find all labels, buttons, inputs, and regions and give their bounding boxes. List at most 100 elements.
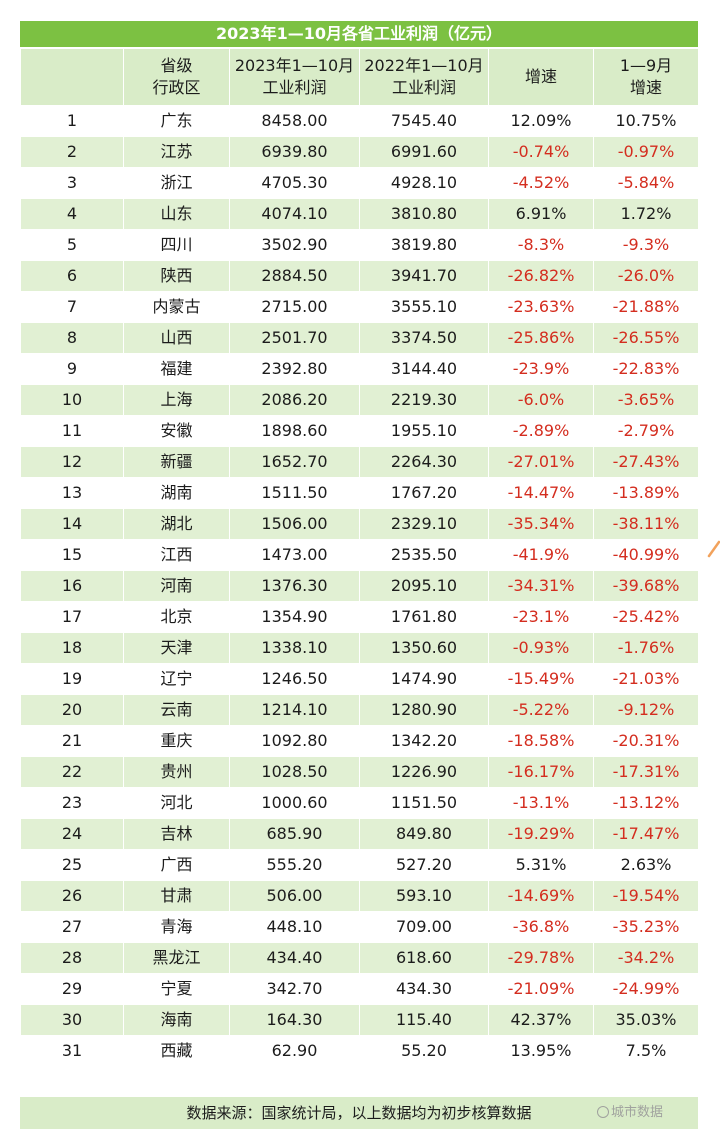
table-row: 15 江西 1473.00 2535.50 -41.9% -40.99% (20, 539, 699, 571)
cell-growth: -34.31% (488, 570, 594, 602)
cell-rank: 11 (20, 415, 124, 447)
cell-growth-jan-sep: -0.97% (593, 136, 699, 168)
cell-profit-2022: 2095.10 (359, 570, 489, 602)
cell-province: 浙江 (123, 167, 230, 199)
table-row: 14 湖北 1506.00 2329.10 -35.34% -38.11% (20, 508, 699, 540)
cell-profit-2022: 1350.60 (359, 632, 489, 664)
cell-province: 内蒙古 (123, 291, 230, 323)
header-profit-2022: 2022年1—10月 工业利润 (359, 48, 489, 106)
cell-rank: 19 (20, 663, 124, 695)
cell-profit-2023: 1898.60 (229, 415, 360, 447)
cell-rank: 22 (20, 756, 124, 788)
cell-province: 福建 (123, 353, 230, 385)
cell-growth-jan-sep: -21.03% (593, 663, 699, 695)
cell-growth: -25.86% (488, 322, 594, 354)
cell-profit-2023: 1473.00 (229, 539, 360, 571)
cell-province: 青海 (123, 911, 230, 943)
cell-profit-2022: 1767.20 (359, 477, 489, 509)
table-row: 8 山西 2501.70 3374.50 -25.86% -26.55% (20, 322, 699, 354)
cell-growth: -41.9% (488, 539, 594, 571)
cell-profit-2022: 3941.70 (359, 260, 489, 292)
cell-profit-2022: 434.30 (359, 973, 489, 1005)
cell-profit-2023: 1354.90 (229, 601, 360, 633)
cell-growth: -14.47% (488, 477, 594, 509)
cell-growth-jan-sep: 10.75% (593, 105, 699, 137)
cell-province: 江苏 (123, 136, 230, 168)
cell-province: 甘肃 (123, 880, 230, 912)
header-profit-2023: 2023年1—10月 工业利润 (229, 48, 360, 106)
cell-profit-2023: 2715.00 (229, 291, 360, 323)
header-growth: 增速 (488, 48, 594, 106)
cell-rank: 16 (20, 570, 124, 602)
cell-growth-jan-sep: -13.12% (593, 787, 699, 819)
header-row: 省级 行政区 2023年1—10月 工业利润 2022年1—10月 工业利润 增… (20, 48, 699, 106)
watermark-logo-icon (597, 1106, 609, 1118)
cell-profit-2022: 527.20 (359, 849, 489, 881)
cell-profit-2023: 1511.50 (229, 477, 360, 509)
cell-rank: 23 (20, 787, 124, 819)
cell-profit-2023: 1506.00 (229, 508, 360, 540)
cell-rank: 26 (20, 880, 124, 912)
table-row: 18 天津 1338.10 1350.60 -0.93% -1.76% (20, 632, 699, 664)
cell-growth: -4.52% (488, 167, 594, 199)
cell-rank: 4 (20, 198, 124, 230)
watermark-text: 城市数据 (611, 1105, 664, 1120)
cell-growth: -23.63% (488, 291, 594, 323)
table-row: 30 海南 164.30 115.40 42.37% 35.03% (20, 1004, 699, 1036)
data-source-note: 数据来源：国家统计局，以上数据均为初步核算数据 (20, 1097, 698, 1129)
table-row: 4 山东 4074.10 3810.80 6.91% 1.72% (20, 198, 699, 230)
cell-profit-2023: 2086.20 (229, 384, 360, 416)
cell-growth-jan-sep: -22.83% (593, 353, 699, 385)
cell-growth-jan-sep: -3.65% (593, 384, 699, 416)
cell-growth-jan-sep: -13.89% (593, 477, 699, 509)
table-row: 24 吉林 685.90 849.80 -19.29% -17.47% (20, 818, 699, 850)
cell-profit-2022: 709.00 (359, 911, 489, 943)
cell-growth: 13.95% (488, 1035, 594, 1067)
cell-profit-2022: 593.10 (359, 880, 489, 912)
cell-rank: 24 (20, 818, 124, 850)
cell-growth-jan-sep: -17.31% (593, 756, 699, 788)
cell-growth: -13.1% (488, 787, 594, 819)
cell-rank: 3 (20, 167, 124, 199)
cell-growth: 42.37% (488, 1004, 594, 1036)
cell-growth-jan-sep: -19.54% (593, 880, 699, 912)
cell-province: 山东 (123, 198, 230, 230)
cell-growth-jan-sep: -24.99% (593, 973, 699, 1005)
cell-growth-jan-sep: -34.2% (593, 942, 699, 974)
cell-rank: 13 (20, 477, 124, 509)
cell-rank: 31 (20, 1035, 124, 1067)
cell-province: 河南 (123, 570, 230, 602)
header-growth-jan-sep: 1—9月 增速 (593, 48, 699, 106)
table-row: 19 辽宁 1246.50 1474.90 -15.49% -21.03% (20, 663, 699, 695)
table-row: 7 内蒙古 2715.00 3555.10 -23.63% -21.88% (20, 291, 699, 323)
cell-growth: -23.9% (488, 353, 594, 385)
cell-profit-2023: 1028.50 (229, 756, 360, 788)
header-rank (20, 48, 124, 106)
cell-profit-2022: 2535.50 (359, 539, 489, 571)
cell-profit-2022: 2264.30 (359, 446, 489, 478)
cell-growth: -15.49% (488, 663, 594, 695)
cell-growth: -23.1% (488, 601, 594, 633)
cell-rank: 30 (20, 1004, 124, 1036)
cell-profit-2023: 4705.30 (229, 167, 360, 199)
cell-growth: -0.74% (488, 136, 594, 168)
cell-province: 江西 (123, 539, 230, 571)
cell-growth: 5.31% (488, 849, 594, 881)
cell-profit-2023: 4074.10 (229, 198, 360, 230)
cell-rank: 1 (20, 105, 124, 137)
cell-growth-jan-sep: 1.72% (593, 198, 699, 230)
cell-rank: 15 (20, 539, 124, 571)
cell-growth-jan-sep: -5.84% (593, 167, 699, 199)
cell-profit-2023: 1214.10 (229, 694, 360, 726)
table-row: 11 安徽 1898.60 1955.10 -2.89% -2.79% (20, 415, 699, 447)
table-row: 31 西藏 62.90 55.20 13.95% 7.5% (20, 1035, 699, 1067)
cell-profit-2023: 555.20 (229, 849, 360, 881)
cell-growth-jan-sep: 35.03% (593, 1004, 699, 1036)
cell-province: 黑龙江 (123, 942, 230, 974)
cell-growth-jan-sep: -20.31% (593, 725, 699, 757)
cell-growth-jan-sep: -9.3% (593, 229, 699, 261)
cell-growth: -29.78% (488, 942, 594, 974)
cell-profit-2023: 506.00 (229, 880, 360, 912)
table-row: 1 广东 8458.00 7545.40 12.09% 10.75% (20, 105, 699, 137)
cell-growth: -8.3% (488, 229, 594, 261)
